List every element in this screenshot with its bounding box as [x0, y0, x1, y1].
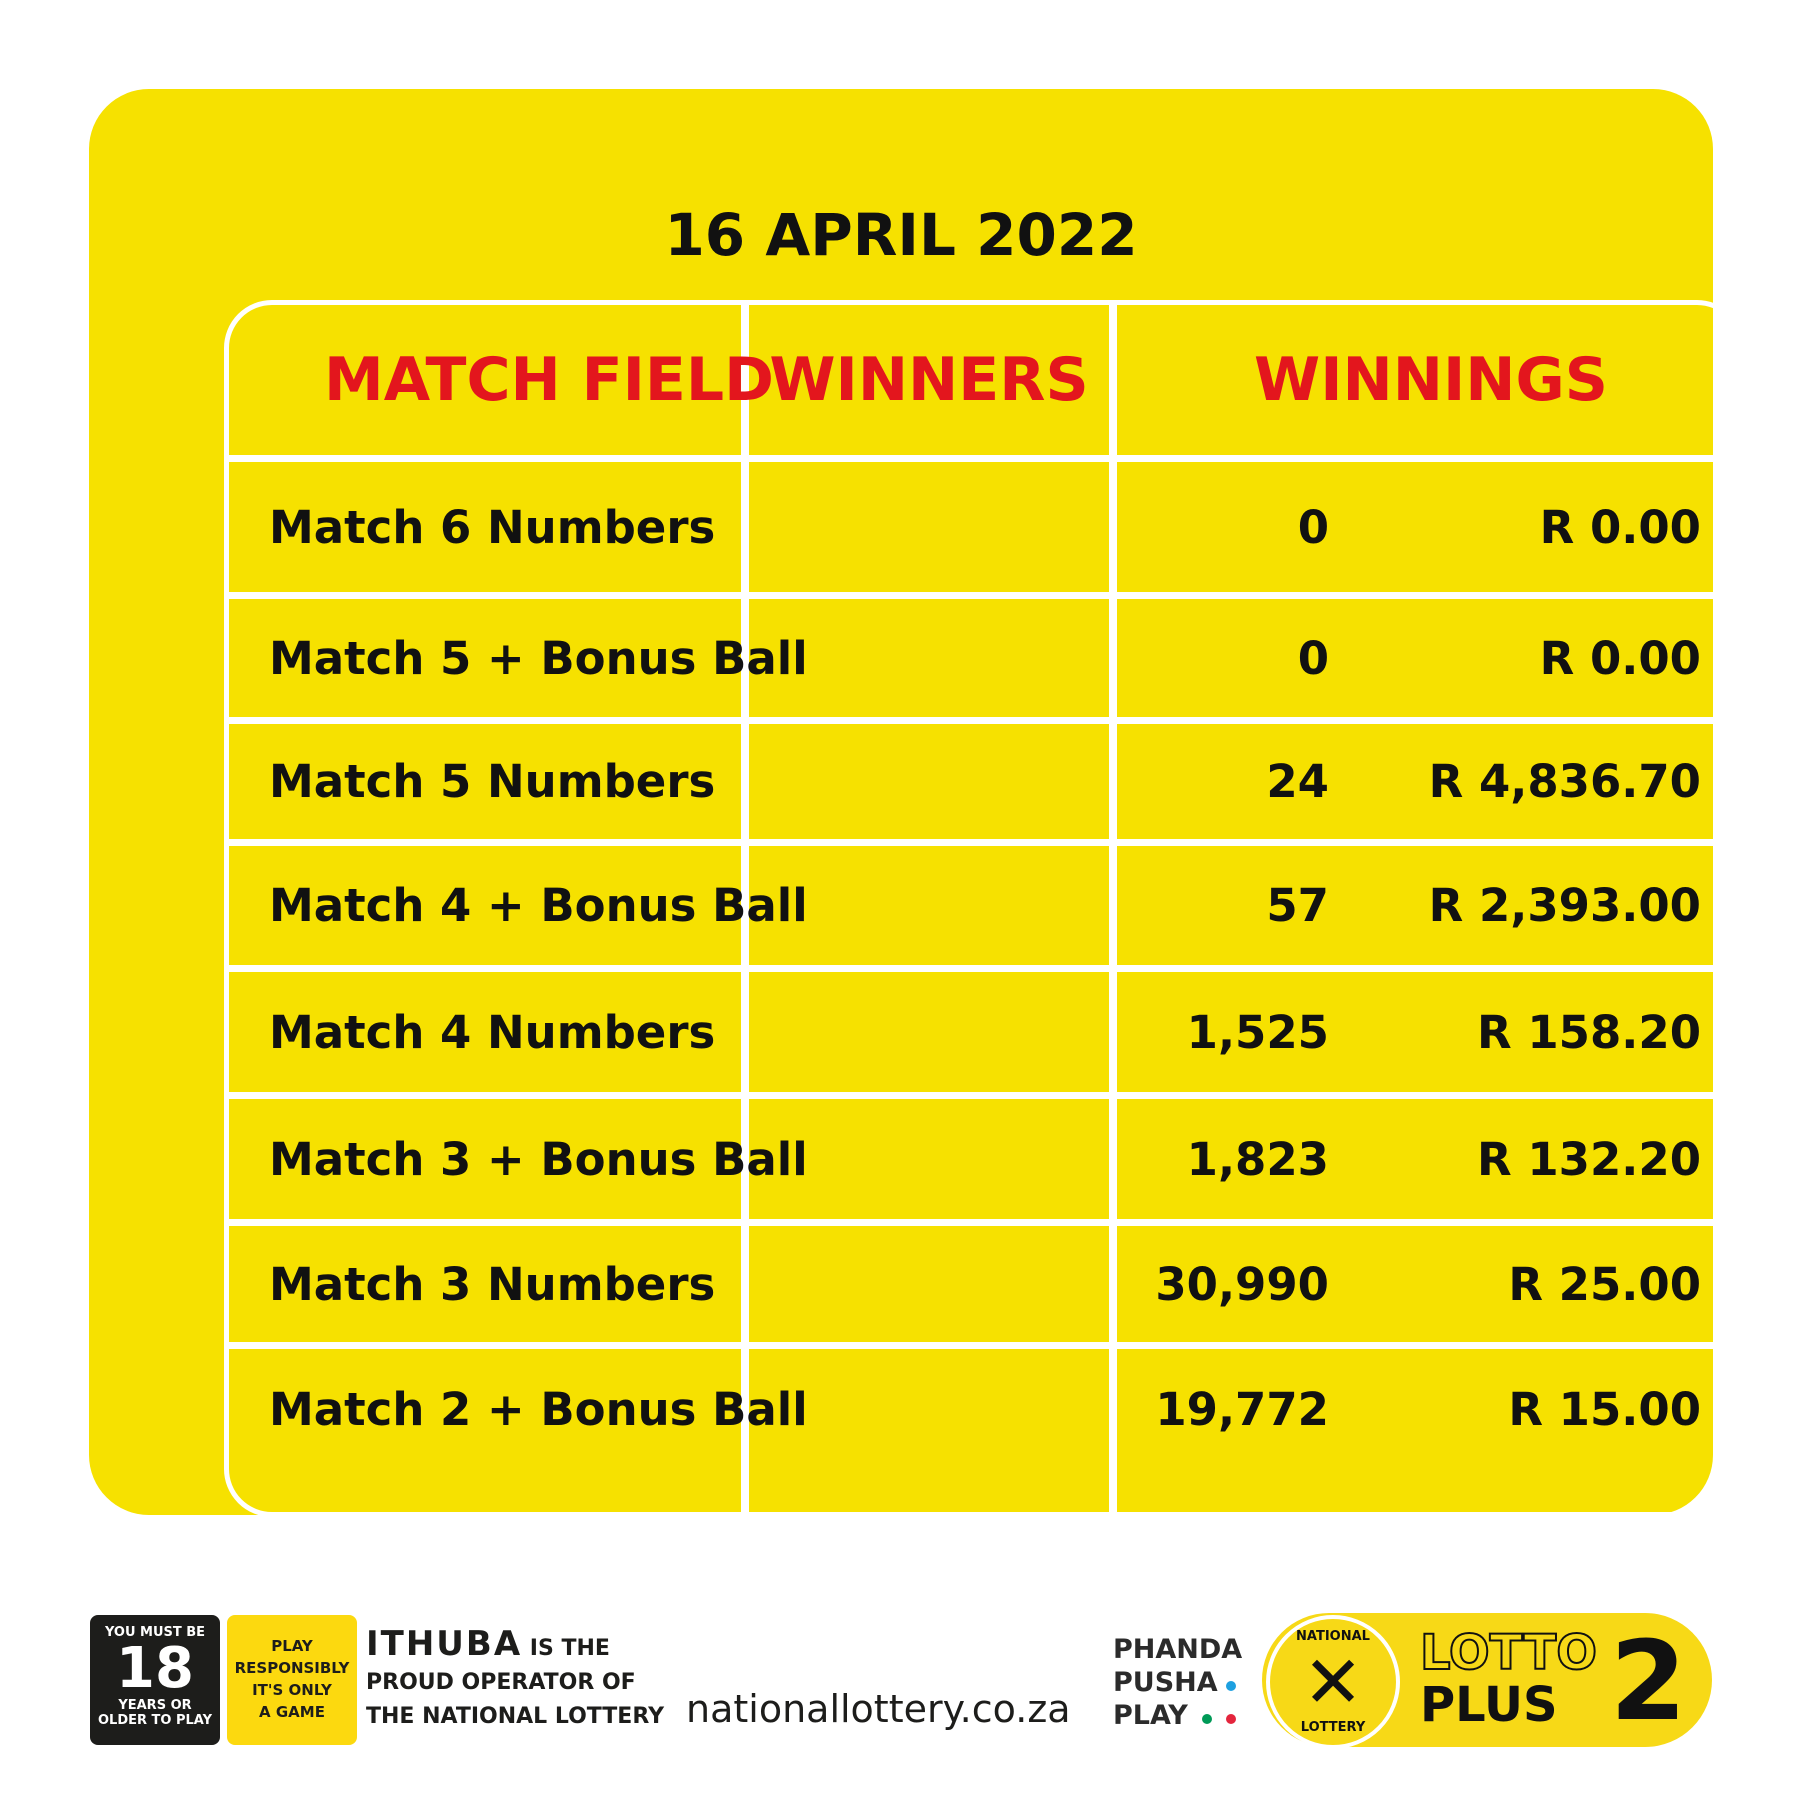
age-text: YOU MUST BE	[104, 1625, 206, 1640]
winners-cell: 1,823	[1186, 1132, 1329, 1186]
match-field-cell: Match 3 + Bonus Ball	[269, 1132, 808, 1186]
blue-dot-icon	[1225, 1681, 1236, 1691]
winnings-cell: R 0.00	[1539, 631, 1701, 685]
winnings-cell: R 0.00	[1539, 500, 1701, 554]
match-field-cell: Match 5 + Bonus Ball	[269, 631, 808, 685]
match-field-cell: Match 3 Numbers	[269, 1257, 716, 1311]
age-text: OLDER TO PLAY	[97, 1713, 213, 1728]
website-link[interactable]: nationallottery.co.za	[686, 1687, 1071, 1731]
row-divider	[229, 717, 1740, 724]
winners-cell: 57	[1266, 879, 1329, 932]
row-divider	[229, 1092, 1740, 1099]
column-divider	[1109, 305, 1117, 1512]
seal-text: LOTTERY	[1300, 1720, 1366, 1735]
row-divider	[229, 965, 1740, 972]
winners-cell: 1,525	[1186, 1005, 1329, 1059]
draw-date: 16 APRIL 2022	[664, 201, 1138, 269]
winners-cell: 19,772	[1155, 1382, 1329, 1436]
header-winnings: WINNINGS	[1254, 345, 1608, 415]
logo-line: PLUS	[1420, 1677, 1558, 1733]
winnings-cell: R 158.20	[1477, 1005, 1701, 1059]
header-match-field: MATCH FIELD	[324, 345, 774, 415]
match-field-cell: Match 5 Numbers	[269, 755, 716, 808]
match-field-cell: Match 6 Numbers	[269, 500, 716, 554]
age-text: YEARS OR	[118, 1698, 192, 1713]
winnings-cell: R 25.00	[1508, 1257, 1701, 1311]
row-divider	[229, 1342, 1740, 1349]
winners-cell: 0	[1297, 631, 1329, 685]
winners-cell: 24	[1266, 755, 1329, 808]
resp-text: IT'S ONLY	[252, 1681, 332, 1699]
national-lottery-seal-icon: NATIONAL ✕ LOTTERY	[1266, 1615, 1400, 1749]
winners-cell: 0	[1297, 500, 1329, 554]
red-dot-icon	[1225, 1714, 1236, 1724]
ithuba-line: IS THE	[522, 1636, 610, 1661]
results-card: 16 APRIL 2022 MATCH FIELD WINNERS WINNIN…	[89, 89, 1745, 1517]
winnings-cell: R 132.20	[1477, 1132, 1701, 1186]
row-divider	[229, 592, 1740, 599]
winners-cell: 30,990	[1155, 1257, 1329, 1311]
ithuba-operator-text: ITHUBA IS THE PROUD OPERATOR OF THE NATI…	[366, 1627, 664, 1734]
results-table: MATCH FIELD WINNERS WINNINGS Match 6 Num…	[224, 300, 1745, 1517]
ithuba-line: PROUD OPERATOR OF	[366, 1670, 636, 1695]
slogan: PHANDA PUSHA PLAY	[1113, 1633, 1242, 1732]
resp-text: PLAY	[271, 1637, 313, 1655]
slogan-line: PUSHA	[1113, 1667, 1218, 1698]
lotto-plus-text: LOTTO PLUS	[1419, 1625, 1598, 1733]
resp-text: RESPONSIBLY	[234, 1659, 350, 1677]
winnings-cell: R 2,393.00	[1428, 879, 1701, 932]
logo-number: 2	[1610, 1617, 1687, 1745]
ithuba-logo: ITHUBA	[366, 1624, 523, 1664]
row-divider	[229, 1219, 1740, 1226]
winnings-cell: R 15.00	[1508, 1382, 1701, 1436]
row-divider	[229, 455, 1740, 462]
header-winners: WINNERS	[769, 345, 1089, 415]
row-divider	[229, 839, 1740, 846]
ithuba-line: THE NATIONAL LOTTERY	[366, 1704, 664, 1729]
age-restriction-badge: YOU MUST BE 18 YEARS OR OLDER TO PLAY	[90, 1615, 220, 1745]
slogan-line: PHANDA	[1113, 1634, 1243, 1665]
column-divider	[741, 305, 749, 1512]
green-dot-icon	[1201, 1714, 1212, 1724]
match-field-cell: Match 2 + Bonus Ball	[269, 1382, 808, 1436]
seal-text: NATIONAL	[1296, 1629, 1370, 1644]
slogan-line: PLAY	[1113, 1700, 1188, 1731]
play-responsibly-badge: PLAY RESPONSIBLY IT'S ONLY A GAME	[227, 1615, 357, 1745]
footer: YOU MUST BE 18 YEARS OR OLDER TO PLAY PL…	[0, 1613, 1800, 1749]
logo-line: LOTTO	[1419, 1625, 1598, 1681]
match-field-cell: Match 4 + Bonus Ball	[269, 879, 808, 932]
match-field-cell: Match 4 Numbers	[269, 1005, 716, 1059]
resp-text: A GAME	[259, 1703, 325, 1721]
winnings-cell: R 4,836.70	[1428, 755, 1701, 808]
age-number: 18	[116, 1636, 194, 1701]
